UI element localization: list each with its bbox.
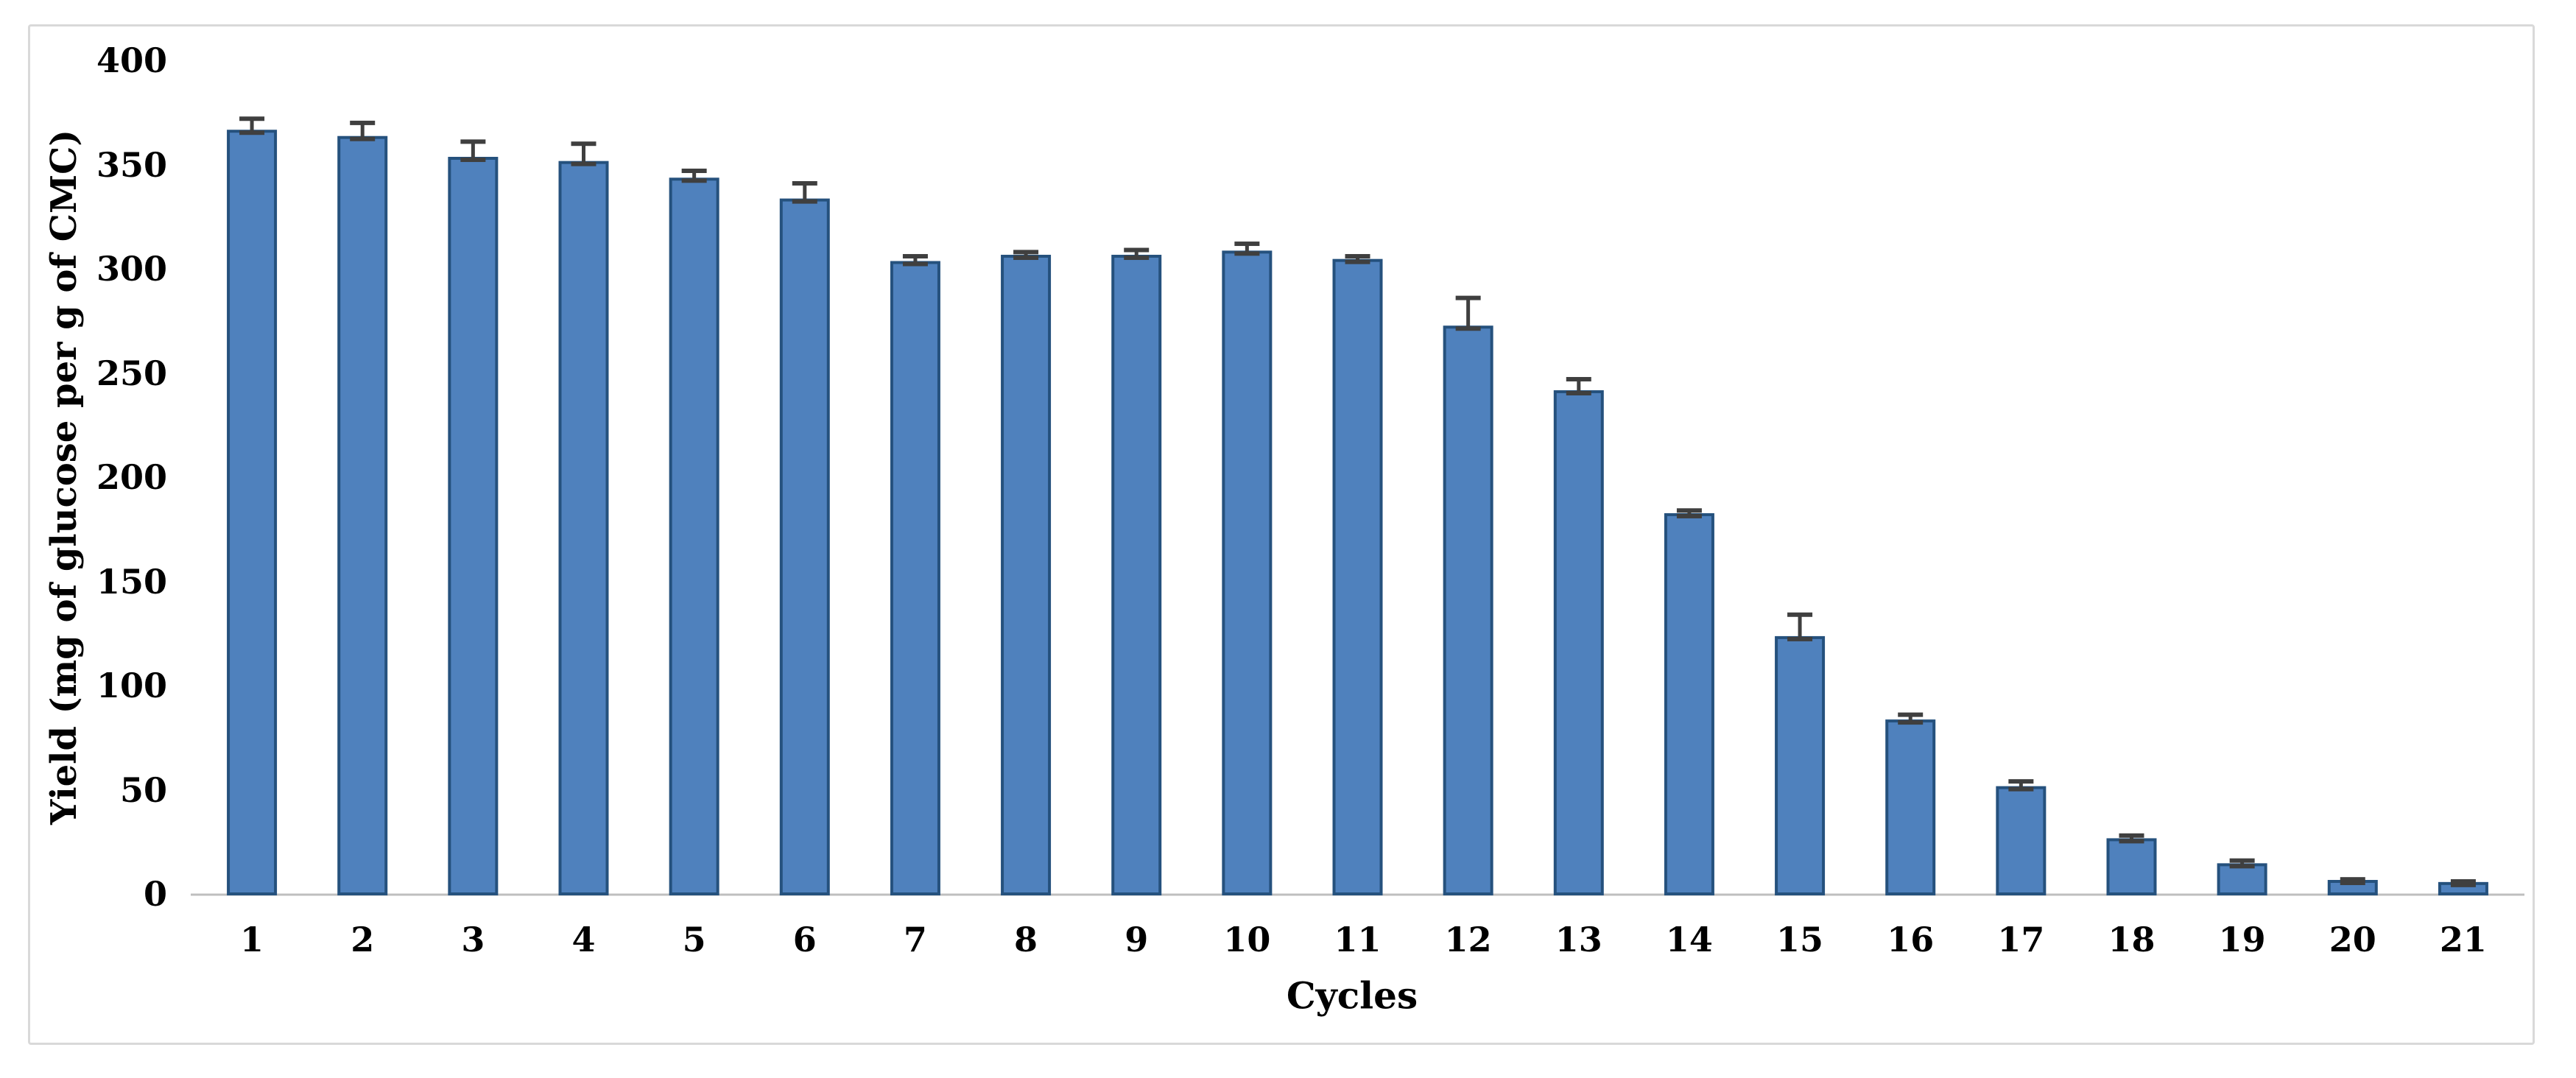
x-tick-label-17: 17: [1997, 920, 2045, 959]
x-tick-label-15: 15: [1776, 920, 1824, 959]
error-bar-bottom-cap-21: [2450, 882, 2476, 887]
error-bar-top-cap-17: [2008, 779, 2034, 784]
error-bar-top-cap-11: [1345, 254, 1370, 259]
x-tick-label-10: 10: [1223, 920, 1271, 959]
y-tick-label-150: 150: [96, 561, 167, 602]
bar-cycle-7: [890, 261, 940, 895]
x-tick-label-3: 3: [461, 920, 485, 959]
error-bar-bottom-cap-8: [1013, 256, 1039, 261]
x-tick-label-19: 19: [2218, 920, 2266, 959]
y-tick-label-0: 0: [143, 874, 167, 914]
x-tick-label-7: 7: [903, 920, 927, 959]
error-bar-bottom-cap-5: [681, 178, 707, 183]
bar-cycle-17: [1996, 786, 2047, 896]
bar-cycle-19: [2217, 863, 2267, 896]
y-tick-label-350: 350: [96, 144, 167, 185]
error-bar-bottom-cap-16: [1898, 720, 1924, 725]
y-tick-label-250: 250: [96, 353, 167, 393]
error-bar-top-cap-5: [681, 168, 707, 173]
bar-cycle-8: [1001, 255, 1052, 895]
error-bar-bottom-cap-19: [2229, 864, 2255, 869]
bar-cycle-2: [337, 135, 388, 896]
error-bar-bottom-cap-12: [1455, 326, 1481, 331]
x-tick-label-16: 16: [1887, 920, 1935, 959]
x-tick-label-20: 20: [2329, 920, 2376, 959]
bar-cycle-12: [1443, 325, 1493, 895]
bar-cycle-6: [779, 198, 830, 895]
y-tick-label-200: 200: [96, 457, 167, 497]
y-tick-label-50: 50: [119, 769, 167, 810]
bar-cycle-15: [1775, 635, 1826, 895]
error-bar-bottom-cap-11: [1345, 259, 1370, 264]
error-bar-top-cap-12: [1455, 295, 1481, 300]
error-bar-top-cap-20: [2340, 877, 2365, 882]
x-tick-label-6: 6: [792, 920, 817, 959]
x-tick-label-14: 14: [1665, 920, 1713, 959]
bar-cycle-16: [1885, 719, 1936, 895]
error-bar-top-cap-10: [1234, 242, 1260, 247]
x-tick-label-21: 21: [2439, 920, 2487, 959]
x-tick-label-11: 11: [1334, 920, 1382, 959]
x-tick-label-5: 5: [682, 920, 706, 959]
error-bar-top-cap-18: [2119, 833, 2144, 838]
error-bar-top-cap-7: [902, 254, 928, 259]
error-bar-bottom-cap-9: [1124, 256, 1150, 261]
error-bar-bottom-cap-2: [350, 136, 376, 141]
error-bar-top-cap-21: [2450, 879, 2476, 884]
error-bar-top-cap-3: [460, 139, 486, 144]
error-bar-top-cap-2: [350, 120, 376, 125]
error-bar-bottom-cap-6: [792, 199, 817, 204]
x-tick-label-4: 4: [571, 920, 596, 959]
error-bar-top-cap-13: [1566, 376, 1591, 381]
error-bar-bottom-cap-10: [1234, 251, 1260, 256]
y-tick-label-100: 100: [96, 666, 167, 705]
bar-cycle-3: [448, 157, 499, 895]
y-tick-label-400: 400: [96, 40, 167, 80]
bar-cycle-14: [1664, 512, 1714, 895]
error-bar-top-cap-15: [1787, 612, 1813, 617]
error-bar-top-cap-1: [239, 116, 265, 121]
error-bar-bottom-cap-14: [1676, 513, 1702, 518]
error-bar-bottom-cap-15: [1787, 636, 1813, 641]
error-bar-top-cap-16: [1898, 712, 1924, 717]
error-bar-bottom-cap-3: [460, 158, 486, 163]
bar-cycle-4: [558, 161, 609, 896]
error-bar-bottom-cap-13: [1566, 390, 1591, 395]
error-bar-bottom-cap-7: [902, 261, 928, 267]
error-bar-bottom-cap-17: [2008, 786, 2034, 792]
x-axis-title: Cycles: [1286, 973, 1418, 1018]
error-bar-top-cap-8: [1013, 250, 1039, 255]
y-tick-label-300: 300: [96, 249, 167, 289]
error-bar-bottom-cap-18: [2119, 839, 2144, 844]
error-bar-top-cap-9: [1124, 247, 1150, 253]
bar-cycle-13: [1553, 390, 1604, 895]
x-tick-label-8: 8: [1014, 920, 1038, 959]
bar-cycle-10: [1222, 250, 1273, 895]
bar-cycle-9: [1111, 255, 1162, 895]
bar-cycle-5: [669, 177, 719, 895]
bar-cycle-18: [2106, 838, 2157, 896]
bar-cycle-1: [227, 130, 278, 896]
x-tick-label-13: 13: [1555, 920, 1602, 959]
x-tick-label-12: 12: [1444, 920, 1492, 959]
error-bar-top-cap-4: [571, 141, 597, 147]
error-bar-top-cap-19: [2229, 858, 2255, 863]
x-tick-label-2: 2: [351, 920, 375, 959]
x-tick-label-9: 9: [1125, 920, 1149, 959]
error-bar-bottom-cap-1: [239, 130, 265, 135]
error-bar-top-cap-14: [1676, 508, 1702, 513]
error-bar-bottom-cap-4: [571, 161, 597, 166]
error-bar-bottom-cap-20: [2340, 881, 2365, 886]
error-bar-top-cap-6: [792, 180, 817, 186]
x-tick-label-1: 1: [240, 920, 264, 959]
x-tick-label-18: 18: [2108, 920, 2156, 959]
bar-cycle-11: [1332, 258, 1383, 895]
y-axis-title: Yield (mg of glucose per g of CMC): [43, 129, 85, 825]
